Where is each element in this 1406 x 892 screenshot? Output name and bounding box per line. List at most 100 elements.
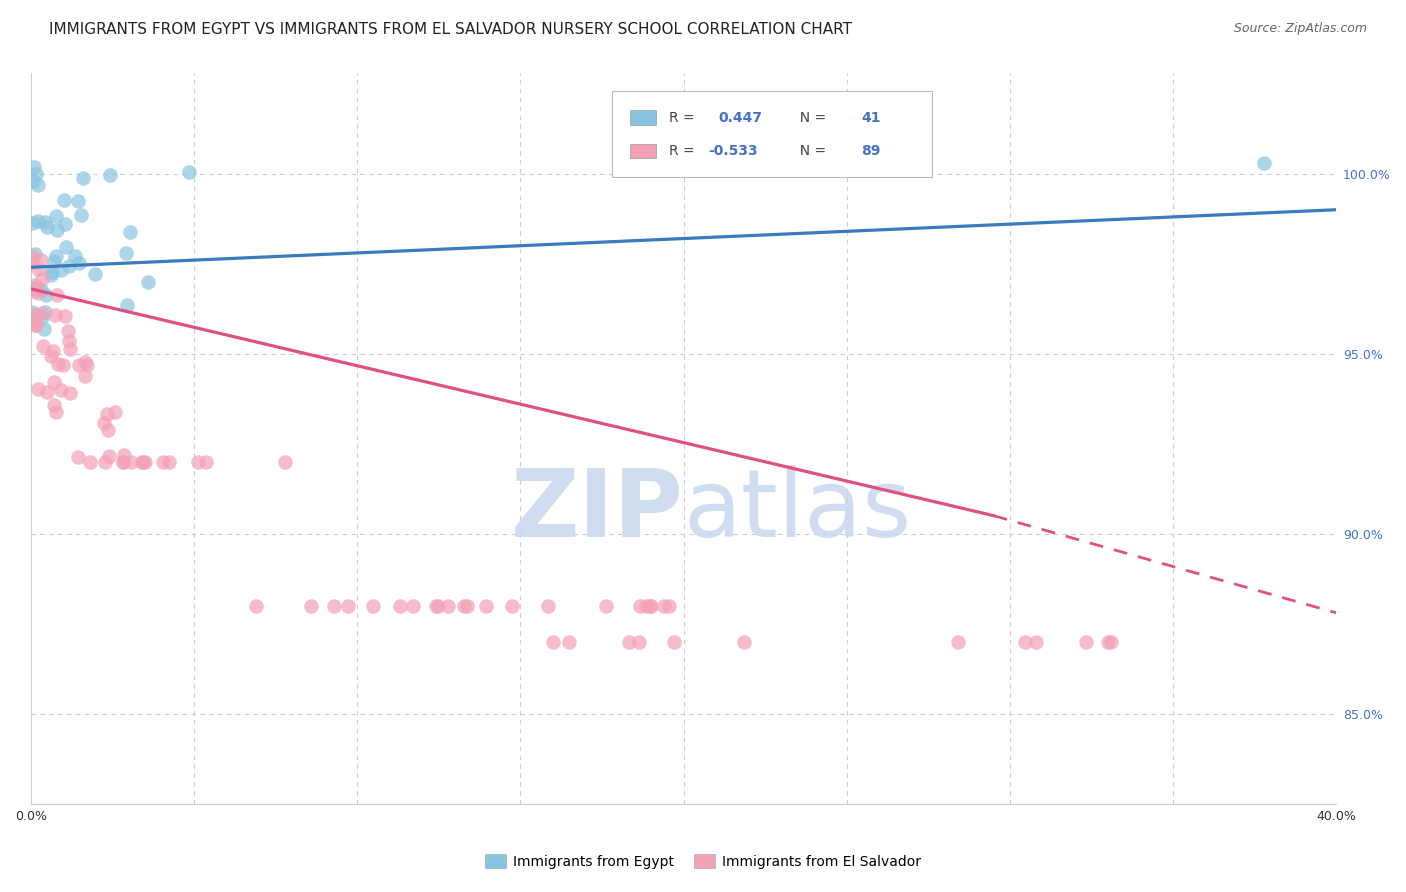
Point bbox=[34, 288, 56, 302]
Point bbox=[56, 324, 79, 338]
Point bbox=[53, 310, 76, 324]
Point bbox=[388, 599, 411, 613]
Point bbox=[67, 194, 90, 208]
Text: R =: R = bbox=[669, 145, 699, 158]
Point bbox=[25, 281, 48, 295]
Point bbox=[948, 634, 970, 648]
Point bbox=[425, 599, 447, 613]
Point bbox=[1074, 634, 1097, 648]
Point bbox=[595, 599, 617, 613]
Point bbox=[363, 599, 385, 613]
Point bbox=[437, 599, 460, 613]
Point bbox=[658, 599, 681, 613]
Point bbox=[21, 255, 44, 269]
Point bbox=[118, 226, 141, 240]
Point bbox=[44, 308, 66, 322]
Point bbox=[31, 306, 53, 320]
Text: ZIP: ZIP bbox=[510, 466, 683, 558]
Point bbox=[70, 208, 93, 222]
Point bbox=[131, 455, 153, 469]
Point bbox=[46, 288, 69, 302]
Point bbox=[31, 339, 53, 353]
Point bbox=[24, 307, 46, 321]
Point bbox=[543, 634, 565, 648]
Point bbox=[640, 599, 662, 613]
Point bbox=[179, 164, 201, 178]
Point bbox=[45, 223, 67, 237]
Point bbox=[67, 256, 90, 270]
Point bbox=[42, 399, 65, 413]
Point bbox=[152, 455, 174, 469]
Point bbox=[51, 383, 73, 397]
Point bbox=[299, 599, 322, 613]
Point bbox=[94, 455, 117, 469]
Point bbox=[619, 634, 641, 648]
Point bbox=[58, 259, 80, 273]
Text: atlas: atlas bbox=[683, 466, 912, 558]
Text: IMMIGRANTS FROM EGYPT VS IMMIGRANTS FROM EL SALVADOR NURSERY SCHOOL CORRELATION : IMMIGRANTS FROM EGYPT VS IMMIGRANTS FROM… bbox=[49, 22, 852, 37]
Point bbox=[27, 214, 49, 228]
Point bbox=[76, 358, 98, 372]
Point bbox=[55, 240, 77, 254]
Point bbox=[1253, 156, 1275, 170]
Point bbox=[336, 599, 359, 613]
FancyBboxPatch shape bbox=[630, 111, 657, 125]
Point bbox=[98, 169, 121, 183]
Point bbox=[112, 455, 135, 469]
Point bbox=[21, 305, 44, 319]
Point bbox=[42, 343, 65, 358]
Point bbox=[97, 449, 120, 463]
Point bbox=[27, 178, 49, 192]
Point bbox=[31, 310, 53, 324]
Point bbox=[67, 450, 90, 464]
Point bbox=[59, 343, 82, 357]
Text: N =: N = bbox=[790, 111, 830, 125]
Text: 89: 89 bbox=[860, 145, 880, 158]
Point bbox=[501, 599, 523, 613]
Point bbox=[194, 455, 217, 469]
Point bbox=[136, 275, 159, 289]
Point bbox=[34, 215, 56, 229]
Point bbox=[1014, 634, 1036, 648]
Point bbox=[634, 599, 657, 613]
Point bbox=[51, 263, 73, 277]
Text: 41: 41 bbox=[860, 111, 880, 125]
Point bbox=[120, 455, 142, 469]
Point bbox=[627, 634, 650, 648]
Point bbox=[79, 455, 101, 469]
Point bbox=[41, 265, 63, 279]
Point bbox=[134, 455, 156, 469]
Point bbox=[59, 385, 82, 400]
Point bbox=[22, 160, 45, 174]
Point bbox=[1025, 634, 1047, 648]
Point bbox=[24, 277, 46, 292]
Point bbox=[21, 281, 44, 295]
Text: N =: N = bbox=[790, 145, 830, 158]
Text: -0.533: -0.533 bbox=[709, 145, 758, 158]
Point bbox=[27, 382, 49, 396]
Point bbox=[32, 321, 55, 335]
Point bbox=[733, 634, 755, 648]
Point bbox=[132, 455, 155, 469]
Point bbox=[114, 246, 136, 260]
Point bbox=[22, 284, 45, 298]
Point bbox=[34, 305, 56, 319]
Point bbox=[58, 334, 80, 349]
Legend: Immigrants from Egypt, Immigrants from El Salvador: Immigrants from Egypt, Immigrants from E… bbox=[479, 848, 927, 874]
Point bbox=[97, 423, 120, 437]
Point bbox=[24, 318, 46, 332]
Point bbox=[24, 247, 46, 261]
Point bbox=[37, 385, 59, 400]
FancyBboxPatch shape bbox=[612, 91, 932, 178]
Point bbox=[53, 217, 76, 231]
Point bbox=[73, 369, 96, 384]
Point bbox=[558, 634, 581, 648]
Point bbox=[35, 220, 58, 235]
Point bbox=[69, 358, 91, 372]
Point bbox=[426, 599, 449, 613]
Point bbox=[45, 209, 67, 223]
Point bbox=[1097, 634, 1119, 648]
Point bbox=[42, 375, 65, 389]
Point bbox=[628, 599, 651, 613]
FancyBboxPatch shape bbox=[630, 144, 657, 159]
